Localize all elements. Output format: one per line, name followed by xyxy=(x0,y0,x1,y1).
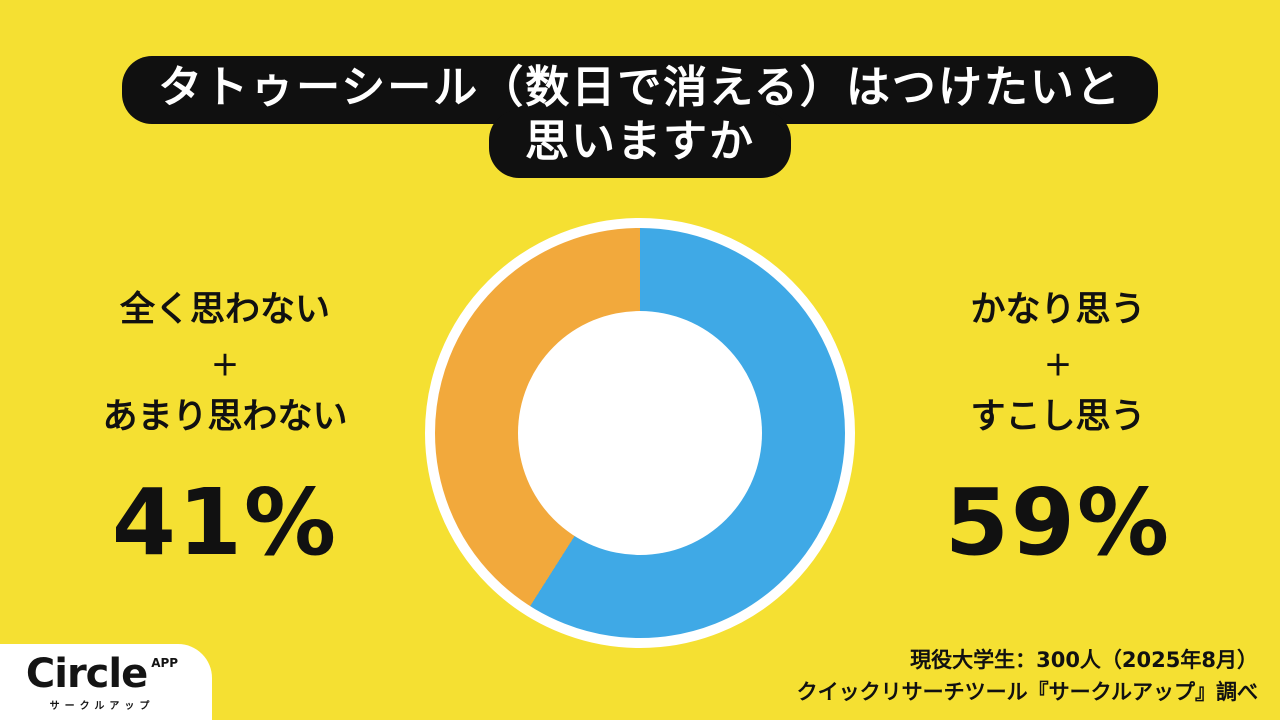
stat-negative: 全く思わない ＋ あまり思わない 41% xyxy=(35,285,415,576)
source-line-1: 現役大学生：300人（2025年8月） xyxy=(910,648,1258,672)
plus-sign-left: ＋ xyxy=(210,348,239,382)
circleapp-logo: Circle APP サークルアップ xyxy=(0,644,212,720)
logo-brand-row: Circle APP xyxy=(22,654,182,694)
logo-app-superscript: APP xyxy=(151,656,179,670)
title-row-2: 思いますか xyxy=(0,110,1280,178)
page-title: タトゥーシール（数日で消える）はつけたいと 思いますか xyxy=(0,56,1280,178)
stat-positive: かなり思う ＋ すこし思う 59% xyxy=(868,285,1248,576)
donut-hole xyxy=(518,311,762,555)
stat-positive-label-1: かなり思う xyxy=(970,290,1146,330)
title-line-1: タトゥーシール（数日で消える）はつけたいと xyxy=(122,56,1158,124)
logo-subtitle: サークルアップ xyxy=(49,701,155,712)
plus-sign-right: ＋ xyxy=(1043,348,1072,382)
stat-positive-label-2: すこし思う xyxy=(970,396,1146,437)
stat-positive-value: 59% xyxy=(944,468,1172,576)
donut-chart xyxy=(425,218,855,648)
source-note: 現役大学生：300人（2025年8月） クイックリサーチツール『サークルアップ』… xyxy=(797,645,1258,708)
stat-negative-label-1: 全く思わない xyxy=(119,290,330,330)
title-row-1: タトゥーシール（数日で消える）はつけたいと xyxy=(0,56,1280,124)
stat-negative-label-2: あまり思わない xyxy=(102,396,348,437)
source-line-2: クイックリサーチツール『サークルアップ』調べ xyxy=(796,679,1258,704)
logo-brand-text: Circle xyxy=(25,651,148,697)
stat-negative-value: 41% xyxy=(111,468,339,576)
title-line-2: 思いますか xyxy=(489,110,791,178)
